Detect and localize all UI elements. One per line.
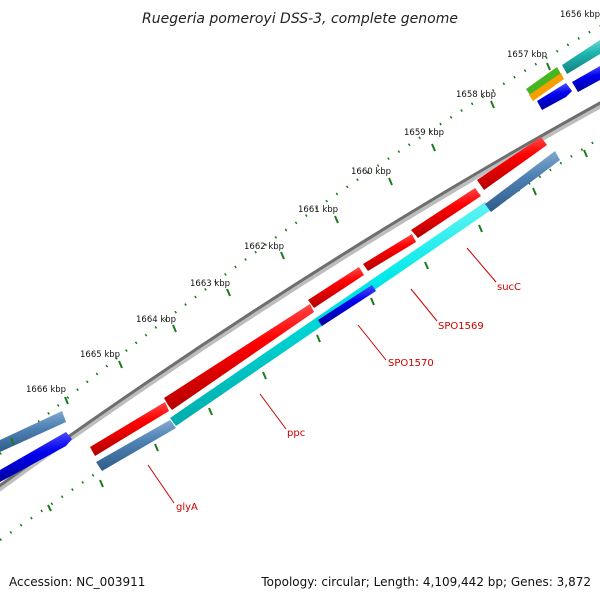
backbone-shadow [0,103,600,492]
gene-label-leaders [147,247,497,504]
outer-ruler-ticks [10,62,551,446]
cds-forward-sucC[interactable] [477,137,547,190]
gene-label-SPO1569[interactable]: SPO1569 [438,321,484,332]
gene-label-sucC[interactable]: sucC [497,282,521,293]
gene-steelblue-left[interactable] [0,411,66,452]
gene-labels: sucC SPO1569 SPO1570 ppc glyA [176,282,521,513]
gene-steelblue-sucC[interactable] [485,151,560,212]
reverse-strand-features [96,151,560,471]
gene-blue-upper[interactable] [537,83,572,110]
kbp-label-1657: 1657 kbp [507,50,547,60]
accession-text: Accession: NC_003911 [9,575,145,589]
cds-forward-1[interactable] [90,402,169,456]
genome-summary-text: Topology: circular; Length: 4,109,442 bp… [260,575,591,589]
kbp-label-1664: 1664 kbp [136,315,176,325]
kbp-label-1656: 1656 kbp [560,10,600,20]
kbp-label-1659: 1659 kbp [404,128,444,138]
ruler-labels: 1666 kbp 1665 kbp 1664 kbp 1663 kbp 1662… [26,10,600,395]
right-corner-features [526,40,600,110]
gene-label-SPO1570[interactable]: SPO1570 [388,358,434,369]
kbp-label-1661: 1661 kbp [298,205,338,215]
gene-label-ppc[interactable]: ppc [287,428,305,439]
left-edge-features [0,411,72,482]
gene-orange[interactable] [529,73,564,101]
kbp-label-1662: 1662 kbp [244,242,284,252]
forward-strand-features [90,137,547,456]
gene-steelblue-glyA[interactable] [96,420,176,471]
cds-forward-2[interactable] [308,267,364,308]
kbp-label-1660: 1660 kbp [351,167,391,177]
kbp-label-1665: 1665 kbp [80,350,120,360]
outer-ruler-dots [0,24,600,455]
cds-forward-4[interactable] [411,188,481,238]
genome-backbone [0,101,600,488]
gene-blue-left[interactable] [0,432,72,482]
gene-teal-corner[interactable] [562,40,600,74]
cds-forward-ppc[interactable] [164,304,314,410]
inner-ruler-ticks [47,149,588,512]
gene-green[interactable] [526,67,561,95]
kbp-label-1658: 1658 kbp [456,90,496,100]
kbp-label-1663: 1663 kbp [190,279,230,289]
kbp-label-1666: 1666 kbp [26,385,66,395]
gene-label-glyA[interactable]: glyA [176,502,198,513]
map-title: Ruegeria pomeroyi DSS-3, complete genome [142,11,458,27]
cds-blue-SPO1570[interactable] [318,285,376,326]
cds-forward-3[interactable] [363,234,416,271]
gene-blue-corner[interactable] [572,66,600,92]
